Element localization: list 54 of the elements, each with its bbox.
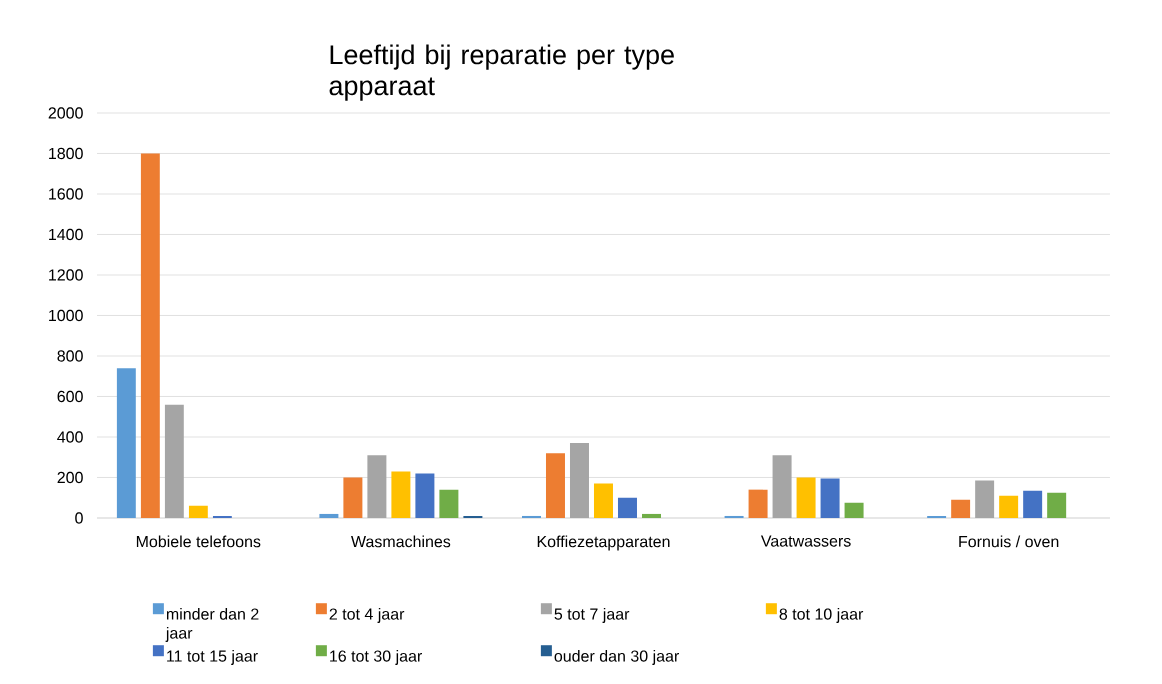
- legend-label: 2 tot 4 jaar: [329, 608, 405, 623]
- y-tick-label: 1400: [49, 228, 83, 241]
- y-tick-label: 600: [57, 390, 83, 403]
- legend-label: 16 tot 30 jaar: [330, 650, 422, 665]
- y-tick-label: 2000: [48, 107, 83, 119]
- bar: [1047, 492, 1067, 518]
- bar: [439, 489, 459, 518]
- x-tick-label: Fornuis / oven: [959, 535, 1059, 548]
- bar: [772, 455, 792, 518]
- legend-label: 11 tot 15 jaar: [167, 650, 258, 665]
- bar: [927, 515, 947, 518]
- bar: [521, 515, 541, 518]
- y-tick-label: 800: [57, 350, 83, 362]
- y-tick-label: 0: [75, 512, 83, 524]
- legend-label: ouder dan 30 jaar: [554, 650, 679, 665]
- legend-label: 8 tot 10 jaar: [779, 608, 864, 623]
- bar: [748, 489, 768, 518]
- bar: [343, 477, 363, 518]
- x-tick-label: Mobiele telefoons: [136, 535, 261, 548]
- bar: [951, 499, 971, 518]
- y-tick-label: 1600: [49, 188, 83, 200]
- bar: [844, 502, 864, 518]
- bar: [164, 404, 184, 518]
- bar: [415, 473, 435, 518]
- bar: [116, 368, 136, 518]
- bar: [617, 497, 637, 518]
- x-tick-label: Vaatwassers: [760, 535, 851, 547]
- bar: [367, 455, 387, 518]
- x-tick-label: Wasmachines: [351, 535, 451, 548]
- y-tick-label: 1800: [49, 147, 83, 160]
- bar: [796, 477, 816, 518]
- bar: [188, 505, 208, 518]
- y-tick-label: 1000: [49, 309, 83, 322]
- bar: [820, 478, 840, 518]
- bar: [975, 480, 995, 518]
- y-tick-label: 1200: [49, 269, 83, 281]
- bar: [463, 515, 483, 518]
- bar: [593, 483, 613, 518]
- chart-title: Leeftijd bij reparatie per type apparaat: [329, 44, 674, 101]
- bar: [140, 153, 160, 518]
- y-tick-label: 200: [57, 471, 83, 484]
- bar: [724, 515, 744, 518]
- y-tick-label: 400: [57, 431, 83, 443]
- bar: [545, 453, 565, 518]
- bar: [1023, 490, 1043, 518]
- legend-label: 5 tot 7 jaar: [554, 608, 630, 623]
- bar: [641, 513, 661, 518]
- bar: [569, 443, 589, 518]
- bar: [212, 515, 232, 518]
- bar: [391, 471, 411, 518]
- bar: [999, 495, 1019, 518]
- bar: [319, 513, 339, 518]
- legend-label: minder dan 2 jaar: [165, 608, 259, 642]
- x-tick-label: Koffiezetapparaten: [537, 535, 670, 551]
